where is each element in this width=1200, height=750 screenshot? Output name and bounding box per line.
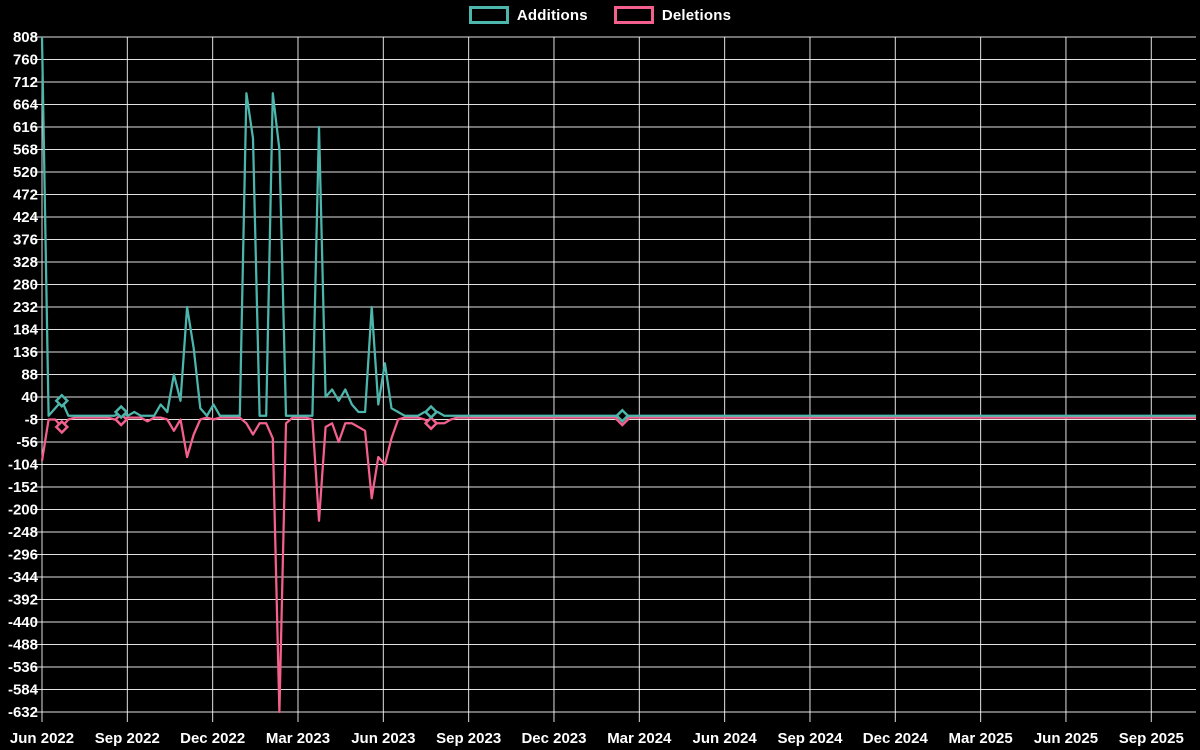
x-tick-label: Sep 2024: [777, 730, 843, 747]
y-tick-label: -584: [8, 682, 39, 699]
y-tick-label: 712: [13, 74, 38, 91]
y-tick-label: 40: [21, 389, 38, 406]
y-tick-label: 280: [13, 277, 38, 294]
y-tick-label: 136: [13, 344, 38, 361]
additions-line: [40, 36, 1196, 417]
y-tick-label: 520: [13, 164, 38, 181]
additions-legend-label: Additions: [516, 6, 588, 24]
y-tick-label: 232: [13, 299, 38, 316]
legend-item-deletions[interactable]: Deletions: [613, 6, 732, 24]
y-tick-label: -392: [8, 592, 38, 609]
x-tick-label: Sep 2022: [95, 730, 160, 747]
deletions-point-marker: [54, 419, 70, 435]
x-tick-label: Dec 2023: [521, 730, 586, 747]
x-tick-label: Mar 2025: [949, 730, 1013, 747]
additions-point-marker: [423, 404, 439, 420]
x-tick-label: Dec 2024: [863, 730, 929, 747]
additions-point-marker: [54, 393, 70, 409]
y-tick-label: -104: [8, 457, 39, 474]
y-tick-label: -248: [8, 524, 38, 541]
y-tick-label: 616: [13, 119, 38, 136]
y-tick-label: 328: [13, 254, 38, 271]
x-tick-label: Jun 2023: [351, 730, 415, 747]
y-tick-label: 808: [13, 29, 38, 46]
deletions-legend-label: Deletions: [661, 6, 732, 24]
additions-point-marker: [615, 408, 630, 424]
deletions-swatch-icon: [613, 6, 654, 24]
y-tick-label: 664: [13, 97, 39, 114]
y-tick-label: -200: [8, 502, 38, 519]
x-tick-label: Mar 2024: [607, 730, 672, 747]
legend-item-additions[interactable]: Additions: [468, 6, 588, 24]
y-tick-label: -296: [8, 547, 38, 564]
y-tick-label: -344: [8, 569, 39, 586]
chart-legend: Additions Deletions: [0, 6, 1200, 24]
additions-point-marker: [113, 404, 129, 420]
y-tick-label: -152: [8, 479, 38, 496]
y-tick-label: 760: [13, 52, 38, 69]
y-tick-label: 184: [13, 322, 39, 339]
deletions-line: [40, 416, 1196, 714]
y-tick-label: -488: [8, 637, 38, 654]
x-tick-label: Mar 2023: [266, 730, 330, 747]
x-tick-label: Sep 2023: [436, 730, 501, 747]
y-tick-label: 376: [13, 232, 38, 249]
y-tick-label: 88: [21, 367, 38, 384]
x-tick-label: Sep 2025: [1119, 730, 1184, 747]
y-tick-label: -56: [16, 434, 38, 451]
y-tick-label: -632: [8, 704, 38, 721]
x-tick-label: Jun 2022: [10, 730, 74, 747]
y-tick-label: -440: [8, 614, 38, 631]
x-tick-label: Jun 2025: [1034, 730, 1098, 747]
y-tick-label: 472: [13, 187, 38, 204]
x-tick-label: Dec 2022: [180, 730, 245, 747]
y-tick-label: 568: [13, 142, 38, 159]
y-tick-label: 424: [13, 209, 39, 226]
y-tick-label: -8: [25, 412, 38, 429]
y-tick-label: -536: [8, 659, 38, 676]
additions-swatch-icon: [468, 6, 509, 24]
x-tick-label: Jun 2024: [693, 730, 758, 747]
deletions-point-marker: [423, 415, 439, 431]
deletions-point-marker: [113, 412, 129, 427]
